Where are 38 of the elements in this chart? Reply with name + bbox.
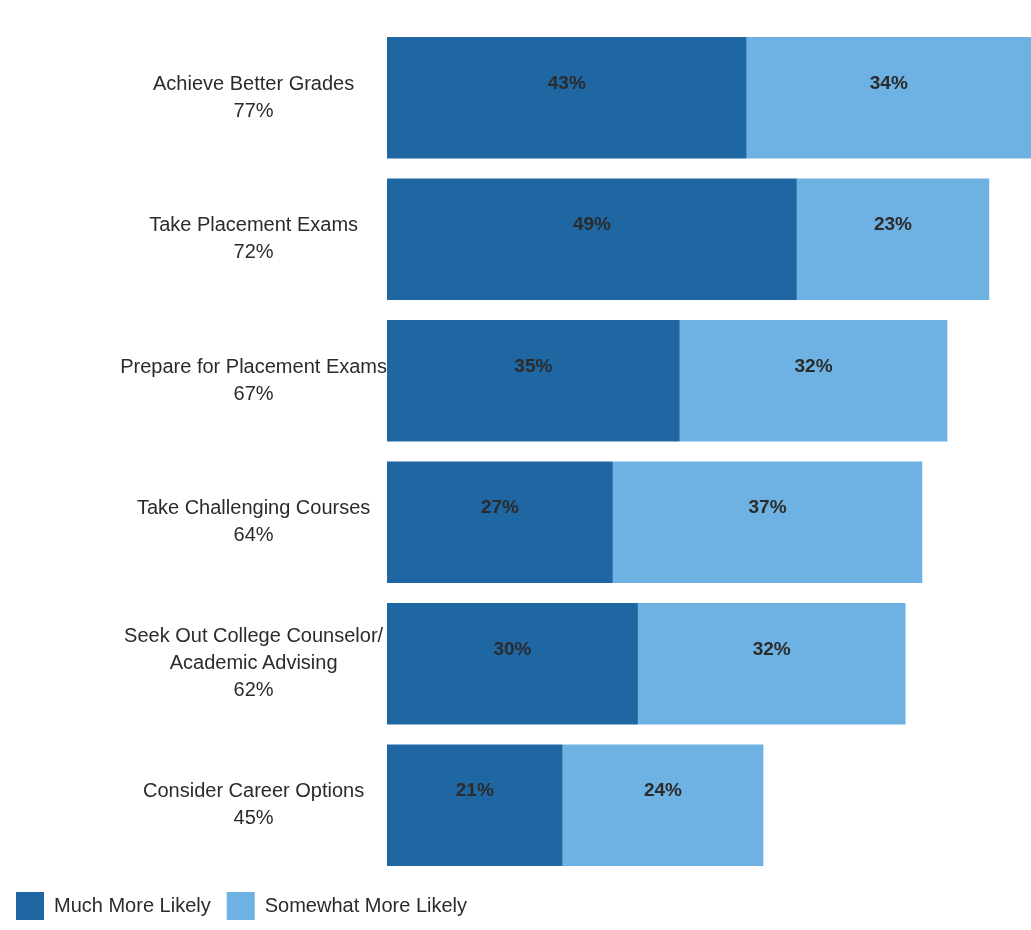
y-tick-label: Achieve Better Grades bbox=[153, 71, 355, 94]
text: 77% bbox=[233, 98, 274, 121]
y-tick-label: Take Challenging Courses bbox=[136, 496, 371, 519]
data-label: 24% bbox=[643, 779, 683, 801]
text: 45% bbox=[233, 806, 274, 829]
data-label: 43% bbox=[547, 71, 586, 93]
text: 72% bbox=[233, 240, 274, 263]
bar bbox=[387, 744, 563, 867]
bar bbox=[387, 319, 680, 442]
bar bbox=[387, 461, 613, 584]
bar bbox=[562, 744, 764, 867]
bar bbox=[612, 461, 923, 584]
bar bbox=[746, 36, 1031, 159]
y-tick-label: Take Placement Exams bbox=[149, 213, 359, 236]
data-label: 35% bbox=[514, 354, 553, 376]
y-tick-label: Seek Out College Counselor/ Academic Advising bbox=[124, 624, 384, 674]
data-label: 30% bbox=[493, 637, 532, 659]
data-label: 21% bbox=[455, 779, 494, 801]
legend-label: Much More Likely bbox=[54, 893, 211, 916]
bar bbox=[679, 319, 948, 442]
y-tick-label: Consider Career Options bbox=[143, 779, 365, 802]
bar bbox=[387, 36, 747, 159]
data-label: 32% bbox=[752, 637, 791, 659]
text: 62% bbox=[233, 678, 274, 701]
bar bbox=[796, 178, 990, 301]
data-label: 34% bbox=[869, 71, 908, 93]
bar bbox=[387, 178, 797, 301]
data-label: 37% bbox=[748, 496, 787, 518]
data-label: 49% bbox=[572, 213, 612, 235]
text: 67% bbox=[233, 381, 274, 404]
bar bbox=[637, 602, 906, 725]
text: 64% bbox=[233, 523, 274, 546]
data-label: 32% bbox=[794, 354, 833, 376]
data-label: 23% bbox=[873, 213, 913, 235]
data-label: 27% bbox=[480, 496, 520, 518]
legend-label: Somewhat More Likely bbox=[264, 893, 468, 916]
y-tick-label: Prepare for Placement Exams bbox=[120, 354, 387, 377]
bar bbox=[387, 602, 638, 725]
